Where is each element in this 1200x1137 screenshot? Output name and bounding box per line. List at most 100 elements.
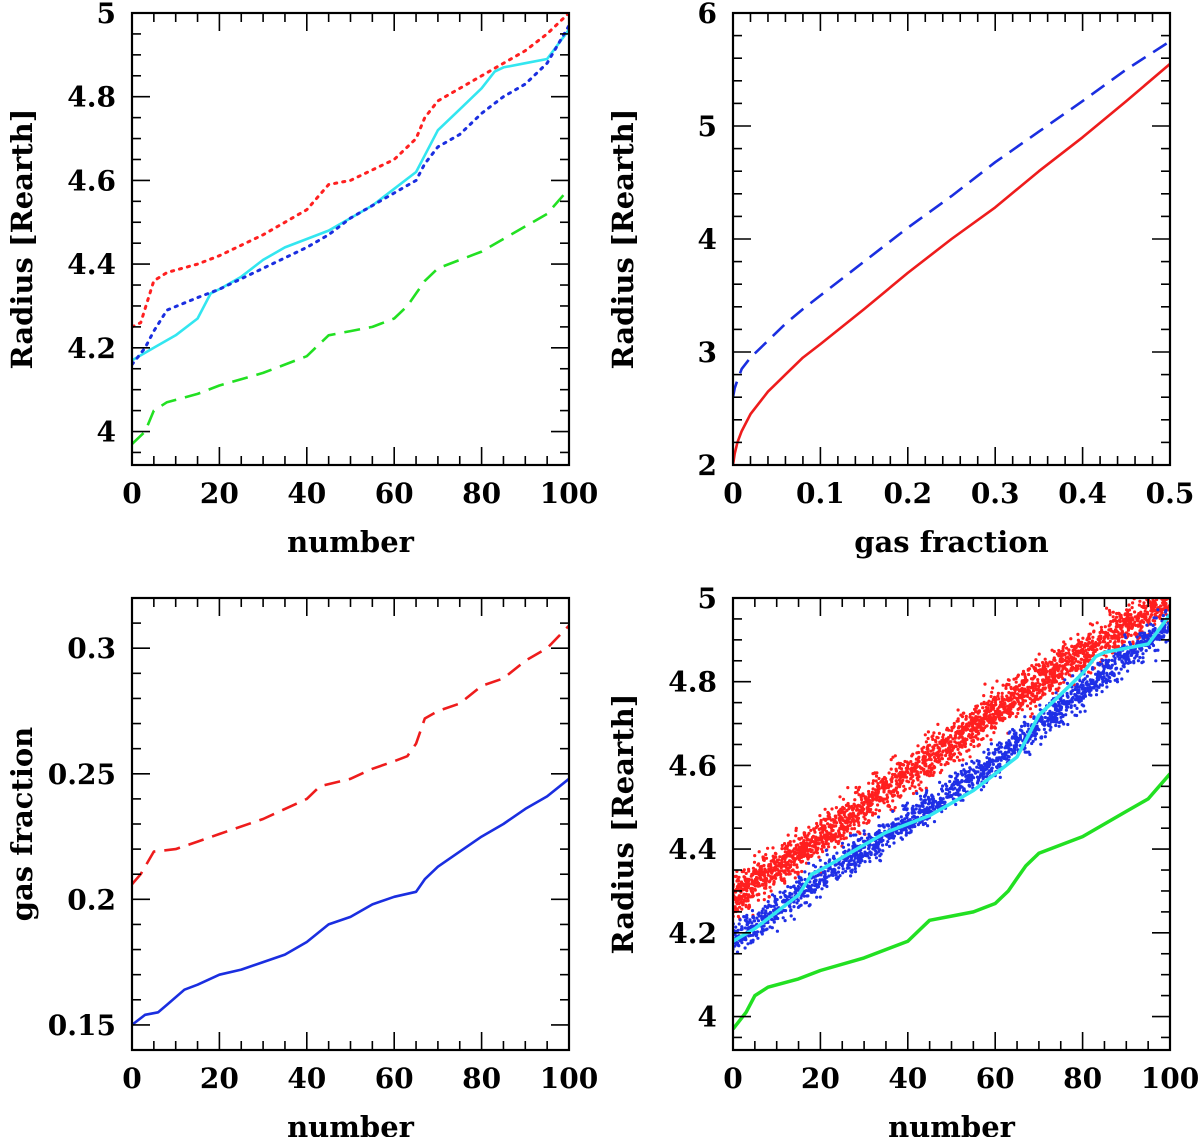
scatter-point [778,869,783,873]
scatter-point [837,809,841,813]
scatter-point [834,863,838,867]
scatter-point [736,928,740,932]
scatter-point [1038,682,1042,687]
scatter-point [911,791,916,796]
scatter-point [811,863,816,867]
x-tick-label: 20 [200,1062,239,1095]
scatter-point [820,847,824,851]
scatter-point [1160,611,1164,615]
scatter-point [893,754,897,758]
scatter-point [991,686,995,690]
scatter-point [770,893,775,897]
scatter-point [837,834,841,838]
scatter-point [822,875,827,879]
scatter-point [882,775,887,780]
scatter-point [984,713,988,717]
scatter-point [999,750,1003,754]
scatter-point [868,810,872,814]
scatter-point [926,730,931,734]
scatter-point [768,879,772,883]
scatter-point [1119,615,1123,620]
scatter-point [1112,630,1116,634]
scatter-point [1057,686,1061,690]
scatter-point [922,813,926,817]
scatter-point [733,932,737,937]
scatter-point [851,862,855,866]
scatter-point [1062,722,1066,726]
scatter-point [1065,681,1069,686]
scatter-point [862,832,866,836]
scatter-point [862,821,866,825]
scatter-point [750,921,754,925]
scatter-point [1010,711,1014,715]
scatter-point [1081,687,1085,691]
scatter-point [996,694,1000,698]
scatter-point [811,840,815,844]
scatter-point [955,755,960,759]
scatter-point [921,758,925,762]
scatter-point [923,821,928,826]
scatter-point [794,857,798,861]
scatter-point [1028,685,1032,689]
scatter-point [796,843,800,847]
scatter-point [1088,655,1092,659]
scatter-point [1100,662,1104,666]
scatter-point [1154,648,1158,653]
scatter-point [744,903,748,908]
scatter-point [853,870,858,874]
scatter-point [1149,594,1152,597]
scatter-point [1033,727,1037,732]
scatter-point [1075,688,1079,692]
y-axis-label: gas fraction [5,727,39,922]
scatter-point [969,767,973,771]
scatter-point [799,855,803,859]
scatter-point [873,771,877,775]
scatter-point [894,774,898,778]
scatter-point [829,835,833,839]
scatter-point [909,767,913,771]
scatter-point [891,799,895,803]
scatter-point [1157,591,1160,594]
scatter-point [961,737,965,741]
scatter-point [867,847,871,851]
scatter-point [769,868,773,872]
scatter-point [871,811,875,815]
scatter-point [967,734,971,738]
scatter-point [1030,699,1034,703]
scatter-point [1148,646,1152,650]
scatter-point [1115,680,1120,684]
scatter-point [786,850,790,854]
scatter-point [874,808,878,812]
scatter-point [770,871,774,875]
scatter-point [872,847,876,851]
scatter-point [854,862,858,867]
scatter-point [858,861,862,865]
panel-a: 0 20 40 60 80 100 4 4.2 4.4 4.6 4.8 5 number Radius [… [5,0,598,559]
scatter-point [927,766,931,770]
scatter-point [752,860,757,864]
scatter-point [1021,690,1025,694]
scatter-point [751,933,755,937]
scatter-point [958,786,962,790]
scatter-point [831,828,835,833]
scatter-point [873,812,878,816]
scatter-point [1043,687,1047,691]
scatter-point [953,786,957,790]
scatter-point [928,809,933,813]
scatter-point [1162,594,1165,597]
scatter-point [783,900,787,904]
scatter-point [1001,683,1005,687]
scatter-point [1122,665,1126,669]
scatter-point [1157,590,1160,593]
scatter-point [952,721,956,726]
scatter-point [1143,609,1147,613]
scatter-point [814,849,818,853]
scatter-point [997,697,1001,701]
scatter-point [957,736,961,740]
scatter-point [963,779,967,783]
scatter-point [737,882,741,886]
scatter-point [1065,700,1069,704]
scatter-point [821,850,825,854]
scatter-point [1033,682,1038,686]
scatter-point [1001,756,1006,760]
